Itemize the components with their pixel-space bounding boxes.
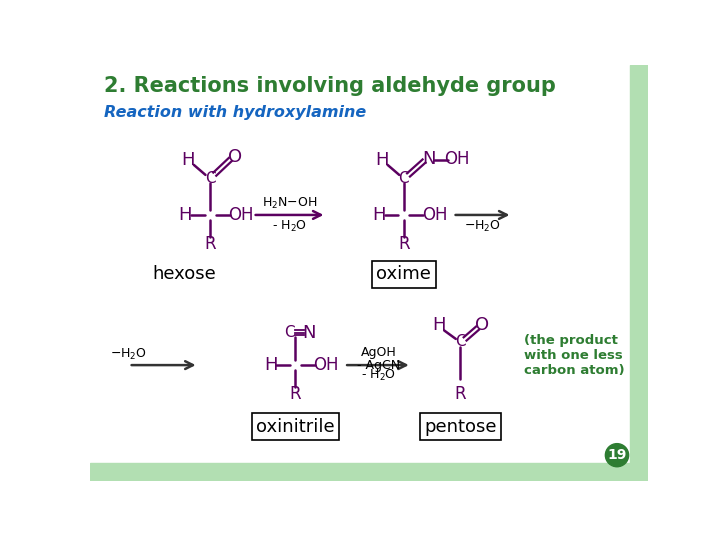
- Text: R: R: [454, 384, 467, 403]
- Text: C: C: [399, 171, 409, 186]
- Text: OH: OH: [314, 356, 339, 374]
- Circle shape: [606, 444, 629, 467]
- Text: AgOH: AgOH: [361, 346, 396, 359]
- Bar: [630, 65, 648, 481]
- Text: 2. Reactions involving aldehyde group: 2. Reactions involving aldehyde group: [104, 76, 556, 96]
- Text: $-$H$_2$O: $-$H$_2$O: [110, 347, 148, 362]
- Text: H: H: [432, 316, 446, 334]
- Text: H$_2$N$-$OH: H$_2$N$-$OH: [262, 196, 318, 211]
- Text: - H$_2$O: - H$_2$O: [361, 368, 396, 383]
- Text: H: H: [372, 206, 386, 224]
- Text: R: R: [204, 235, 216, 253]
- Text: O: O: [228, 148, 242, 166]
- Text: OH: OH: [228, 206, 254, 224]
- Text: N: N: [422, 150, 436, 168]
- Text: hexose: hexose: [152, 265, 216, 284]
- Text: OH: OH: [422, 206, 448, 224]
- Text: N: N: [302, 324, 316, 342]
- Text: H: H: [179, 206, 192, 224]
- Text: C: C: [455, 334, 466, 349]
- Bar: [90, 463, 648, 481]
- Text: (the product
with one less
carbon atom): (the product with one less carbon atom): [524, 334, 625, 377]
- Text: H: H: [375, 151, 389, 168]
- Text: 19: 19: [607, 448, 626, 462]
- Text: - AgCN: - AgCN: [356, 359, 400, 372]
- Text: R: R: [398, 235, 410, 253]
- Text: $-$H$_2$O: $-$H$_2$O: [464, 219, 501, 234]
- Text: pentose: pentose: [424, 418, 497, 436]
- Text: oxinitrile: oxinitrile: [256, 418, 335, 436]
- Text: H: H: [181, 151, 195, 168]
- Text: O: O: [475, 316, 489, 334]
- Text: OH: OH: [444, 150, 469, 168]
- Text: C: C: [284, 325, 294, 340]
- Text: C: C: [204, 171, 215, 186]
- Text: - H$_2$O: - H$_2$O: [272, 219, 307, 234]
- Text: oxime: oxime: [377, 265, 431, 284]
- Text: H: H: [264, 356, 277, 374]
- Text: Reaction with hydroxylamine: Reaction with hydroxylamine: [104, 105, 366, 120]
- Text: R: R: [289, 386, 301, 403]
